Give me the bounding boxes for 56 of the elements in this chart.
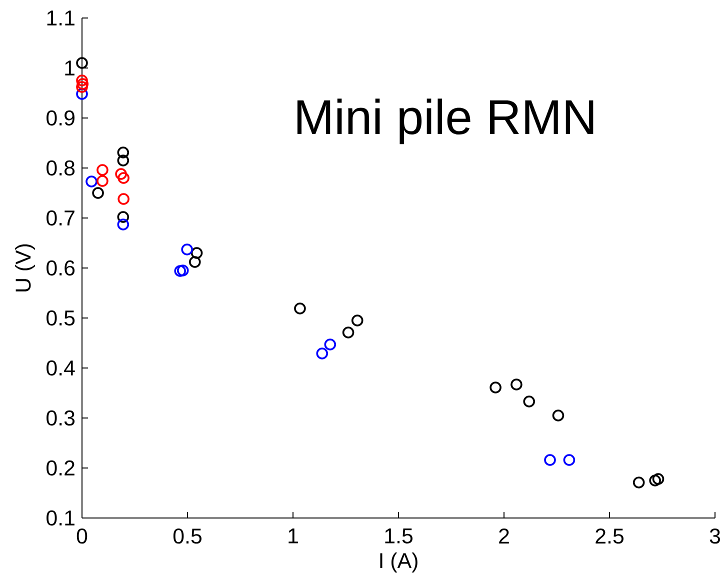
y-tick-label: 1.1 bbox=[47, 10, 74, 26]
x-tick-label: 0.5 bbox=[173, 528, 202, 544]
point bbox=[118, 172, 130, 184]
point bbox=[523, 396, 536, 408]
point bbox=[174, 265, 186, 277]
point bbox=[342, 326, 354, 338]
point bbox=[351, 314, 364, 326]
y-tick-label: 0.2 bbox=[46, 460, 74, 476]
point bbox=[324, 338, 336, 350]
x-tick-label: 1.5 bbox=[385, 528, 412, 544]
y-tick-label: 0.1 bbox=[46, 510, 74, 526]
point bbox=[649, 474, 661, 486]
y-tick-label: 0.9 bbox=[46, 110, 74, 126]
y-tick-label: 0.3 bbox=[46, 410, 75, 426]
point bbox=[118, 193, 130, 205]
point bbox=[115, 168, 127, 180]
point bbox=[117, 211, 130, 223]
point bbox=[510, 378, 522, 390]
point bbox=[632, 476, 645, 488]
x-tick-label: 2.5 bbox=[596, 528, 624, 544]
point bbox=[76, 81, 88, 93]
point bbox=[117, 146, 130, 158]
point bbox=[544, 454, 556, 466]
point bbox=[316, 348, 328, 360]
point bbox=[188, 256, 201, 268]
y-tick-label: 0.8 bbox=[46, 160, 75, 176]
y-tick-label: 0.5 bbox=[46, 310, 75, 326]
point bbox=[86, 176, 98, 188]
y-tick-label: 0.7 bbox=[46, 210, 74, 226]
text: Mini pile RMN bbox=[297, 98, 594, 144]
point bbox=[96, 164, 108, 176]
y-axis-title: U (V) bbox=[15, 244, 35, 292]
point bbox=[76, 88, 88, 100]
point bbox=[294, 302, 306, 314]
x-axis-title: I (A) bbox=[380, 552, 418, 572]
y-tick-label: 1 bbox=[65, 60, 74, 76]
point bbox=[117, 218, 130, 230]
point bbox=[96, 175, 108, 187]
x-tick-label: 0 bbox=[76, 528, 88, 544]
point bbox=[76, 74, 88, 86]
point bbox=[76, 78, 89, 90]
point bbox=[76, 57, 88, 69]
y-tick-label: 0.6 bbox=[46, 260, 75, 276]
x-tick-label: 1 bbox=[288, 528, 298, 544]
point bbox=[181, 244, 193, 256]
x-tick-label: 2 bbox=[499, 528, 509, 544]
point bbox=[190, 247, 203, 259]
y-tick-label: 0.4 bbox=[46, 360, 75, 376]
point bbox=[117, 154, 130, 166]
point bbox=[552, 410, 564, 422]
point bbox=[490, 382, 502, 394]
point bbox=[563, 454, 576, 466]
point bbox=[652, 473, 664, 485]
point bbox=[176, 264, 189, 276]
x-tick-label: 3 bbox=[710, 528, 720, 544]
point bbox=[92, 187, 104, 199]
